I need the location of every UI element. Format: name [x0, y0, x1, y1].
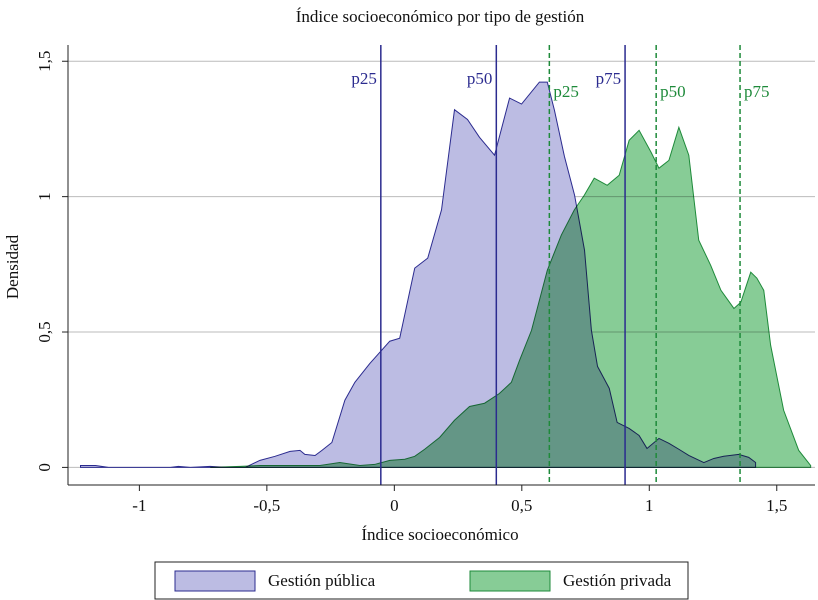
x-tick-label: 0	[390, 496, 399, 515]
x-tick-label: 0,5	[511, 496, 532, 515]
density-area	[210, 125, 812, 468]
y-tick-label: 0,5	[35, 321, 54, 342]
x-tick-label: 1,5	[766, 496, 787, 515]
legend-swatch	[469, 570, 551, 592]
legend-label: Gestión privada	[563, 571, 672, 590]
y-axis-label: Densidad	[3, 234, 22, 299]
chart-title: Índice socioeconómico por tipo de gestió…	[296, 7, 585, 26]
x-tick-label: 1	[645, 496, 654, 515]
y-tick-label: 1,5	[35, 51, 54, 72]
y-tick-label: 0	[35, 463, 54, 472]
x-axis-label: Índice socioeconómico	[361, 525, 518, 544]
percentile-label: p75	[596, 69, 622, 88]
percentile-label: p75	[744, 82, 770, 101]
legend-label: Gestión pública	[268, 571, 376, 590]
x-tick-label: -0,5	[253, 496, 280, 515]
percentile-label: p25	[553, 82, 579, 101]
percentile-label: p50	[660, 82, 686, 101]
legend-swatch	[174, 570, 256, 592]
percentile-label: p25	[351, 69, 377, 88]
y-tick-label: 1	[35, 192, 54, 201]
x-tick-label: -1	[132, 496, 146, 515]
percentile-label: p50	[467, 69, 493, 88]
